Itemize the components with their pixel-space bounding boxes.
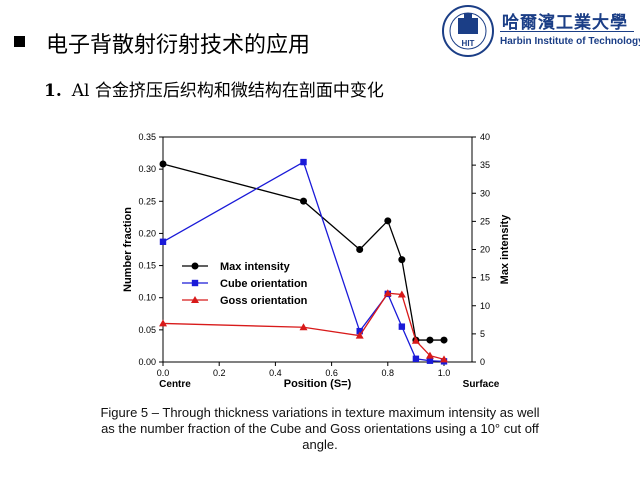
logo-divider [500,31,634,32]
data-point-triangle [299,323,308,331]
data-point-circle [356,246,364,253]
logo-name-cn: 哈爾濱工業大學 [502,13,628,33]
series-line-triangle [162,292,445,361]
legend-marker-triangle [191,296,199,303]
subtitle-number: 1. [44,81,62,101]
x-axis-label: Position (S=) [284,378,352,390]
legend-label: Cube orientation [220,278,308,290]
emblem-text: HIT [462,39,475,48]
data-point-square [356,327,363,335]
y-right-tick-label: 0 [480,357,485,367]
x-tick-label: 0.2 [213,368,226,378]
series-line-circle [162,163,444,341]
x-end-label-start: Centre [159,379,191,390]
x-tick-label: 0.4 [269,368,282,378]
y-left-tick-label: 0.10 [138,293,156,303]
data-point-triangle [355,331,364,339]
y-right-tick-label: 15 [480,273,490,283]
y-left-tick-label: 0.30 [138,164,156,174]
subtitle-text: Al 合金挤压后织构和微结构在剖面中变化 [71,81,384,101]
data-point-square [412,355,420,362]
y-left-tick-label: 0.35 [138,132,156,142]
y-left-tick-label: 0.25 [138,196,156,206]
legend-label: Goss orientation [220,295,308,307]
data-point-circle [384,217,392,225]
data-point-circle [440,336,448,344]
x-tick-label: 0.6 [325,368,338,378]
data-point-triangle [440,355,448,363]
data-point-triangle [411,336,420,344]
data-point-square [398,323,406,330]
data-point-circle [300,197,307,205]
data-point-circle [426,336,434,344]
y-right-tick-label: 20 [480,245,490,255]
x-tick-label: 0.8 [382,368,395,378]
y-right-tick-label: 30 [480,188,490,198]
y-right-tick-label: 5 [480,329,485,339]
y-left-tick-label: 0.20 [138,228,156,238]
slide-title: 电子背散射衍射技术的应用 [46,33,311,58]
y-right-tick-label: 40 [480,132,490,142]
logo-name-en: Harbin Institute of Technology [500,36,640,47]
data-point-circle [398,256,406,264]
x-end-label-end: Surface [463,379,500,390]
y-right-tick-label: 35 [480,160,490,170]
y-left-axis-label: Number fraction [122,207,134,292]
y-left-tick-label: 0.00 [138,357,156,367]
x-tick-label: 0.0 [157,368,170,378]
y-right-tick-label: 25 [480,216,490,226]
data-point-square [159,238,167,245]
data-point-triangle [383,289,392,297]
emblem-icon: HIT [442,5,494,57]
x-tick-label: 1.0 [438,368,451,378]
y-left-tick-label: 0.15 [138,261,156,271]
data-point-triangle [159,319,167,327]
y-right-axis-label: Max intensity [499,214,511,285]
figure-caption: Figure 5 – Through thickness variations … [100,405,540,452]
slide-subtitle: 1. Al 合金挤压后织构和微结构在剖面中变化 [44,76,384,101]
legend-label: Max intensity [220,261,291,273]
plot-frame [162,136,473,363]
title-bullet [14,36,25,47]
y-left-tick-label: 0.05 [138,325,156,335]
data-point-circle [159,160,167,168]
data-point-triangle [397,290,406,298]
university-logo: HIT 哈爾濱工業大學 Harbin Institute of Technolo… [440,4,640,58]
data-point-triangle [425,351,434,359]
data-point-square [426,357,434,364]
legend-marker-circle [191,262,199,270]
legend-marker-square [191,279,199,287]
data-point-square [300,158,307,166]
y-right-tick-label: 10 [480,301,490,311]
